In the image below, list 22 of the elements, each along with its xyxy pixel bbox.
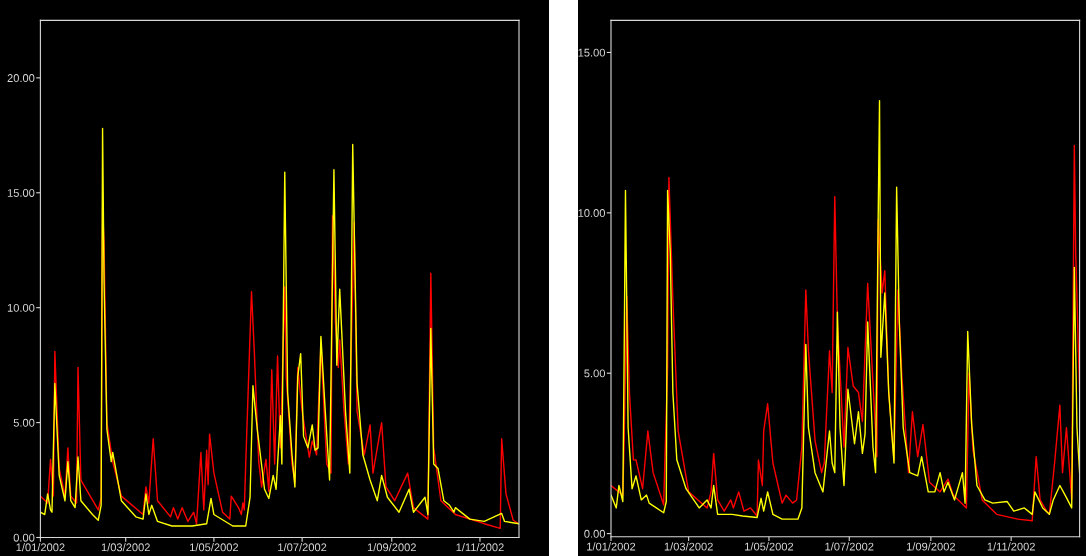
x-tick-label: 1/07/2002: [278, 543, 327, 552]
y-tick-label: 15.00: [578, 48, 606, 57]
y-tick-label: 0.00: [13, 533, 35, 542]
x-tick-label: 1/03/2002: [664, 542, 713, 551]
y-tick-label: 0.00: [584, 529, 606, 538]
x-tick-label: 1/11/2002: [456, 543, 504, 552]
x-tick-label: 1/09/2002: [906, 542, 956, 551]
x-tick-label: 1/09/2002: [367, 543, 416, 552]
y-tick-label: 15.00: [7, 189, 35, 197]
y-tick-label: 10.00: [7, 303, 35, 312]
x-tick-label: 1/01/2002: [587, 542, 636, 551]
x-tick-label: 1/03/2002: [101, 543, 150, 552]
x-tick-label: 1/07/2002: [825, 542, 874, 551]
x-tick-label: 1/01/2002: [16, 543, 65, 552]
x-tick-label: 1/11/2002: [987, 542, 1035, 551]
x-tick-label: 1/05/2002: [745, 542, 794, 551]
y-tick-label: 20.00: [7, 74, 35, 82]
y-tick-label: 5.00: [13, 418, 35, 427]
line-series: [40, 127, 519, 527]
y-tick-label: 10.00: [578, 209, 606, 217]
x-tick-label: 1/05/2002: [190, 543, 239, 552]
y-tick-label: 5.00: [584, 369, 606, 378]
